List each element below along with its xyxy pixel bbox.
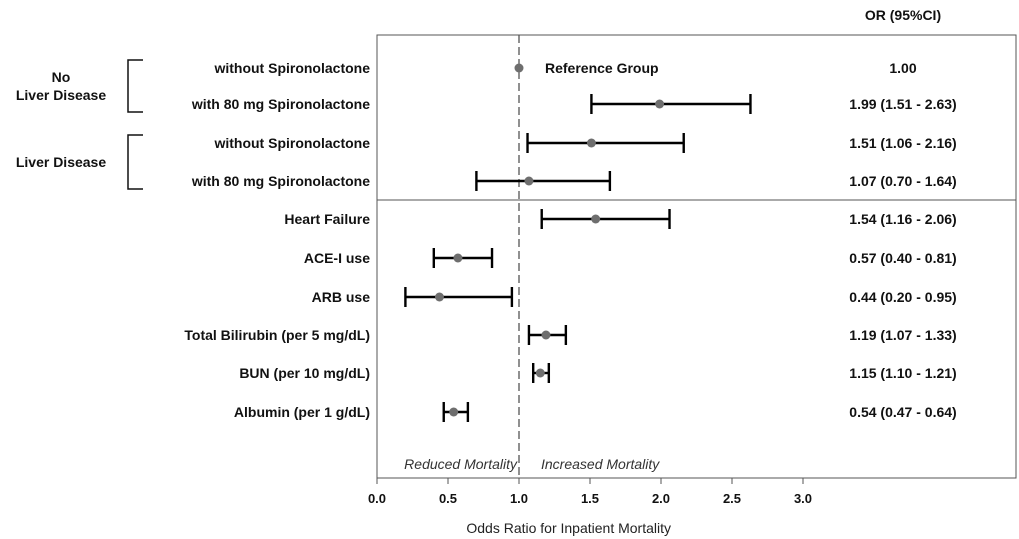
or-ci-text: 1.54 (1.16 - 2.06) (849, 211, 956, 227)
reduced-mortality-label: Reduced Mortality (404, 456, 518, 472)
reference-group-label: Reference Group (545, 60, 659, 76)
or-point (524, 176, 534, 186)
x-tick-label: 1.0 (510, 491, 528, 506)
x-tick-label: 1.5 (581, 491, 599, 506)
group-bracket (127, 59, 143, 113)
group-label: No (52, 69, 71, 85)
or-point (591, 214, 601, 224)
or-point (655, 99, 665, 109)
x-tick-label: 3.0 (794, 491, 812, 506)
x-tick-label: 0.5 (439, 491, 457, 506)
plot-frame (376, 34, 1017, 479)
or-ci-text: 1.00 (889, 60, 916, 76)
x-axis-label: Odds Ratio for Inpatient Mortality (466, 520, 671, 536)
row-label: with 80 mg Spironolactone (191, 173, 370, 189)
row-label: Albumin (per 1 g/dL) (234, 404, 370, 420)
or-point (449, 407, 459, 417)
group-label: Liver Disease (16, 154, 106, 170)
row-label: without Spironolactone (213, 135, 370, 151)
or-ci-text: 1.99 (1.51 - 2.63) (849, 96, 956, 112)
group-bracket (127, 134, 143, 190)
row-label: BUN (per 10 mg/dL) (239, 365, 370, 381)
or-ci-text: 1.51 (1.06 - 2.16) (849, 135, 956, 151)
row-label: Total Bilirubin (per 5 mg/dL) (184, 327, 370, 343)
group-label: Liver Disease (16, 87, 106, 103)
or-point (453, 253, 463, 263)
or-point (434, 292, 444, 302)
row-label: ACE-I use (304, 250, 370, 266)
or-ci-text: 1.15 (1.10 - 1.21) (849, 365, 956, 381)
x-tick-label: 2.0 (652, 491, 670, 506)
increased-mortality-label: Increased Mortality (541, 456, 660, 472)
or-point (535, 368, 545, 378)
or-point (541, 330, 551, 340)
or-point (514, 63, 524, 73)
or-ci-text: 0.54 (0.47 - 0.64) (849, 404, 956, 420)
or-ci-text: 1.19 (1.07 - 1.33) (849, 327, 956, 343)
row-label: without Spironolactone (213, 60, 370, 76)
ci-column-header: OR (95%CI) (865, 7, 941, 23)
or-ci-text: 1.07 (0.70 - 1.64) (849, 173, 956, 189)
or-point (586, 138, 596, 148)
or-ci-text: 0.44 (0.20 - 0.95) (849, 289, 956, 305)
x-tick-label: 0.0 (368, 491, 386, 506)
or-ci-text: 0.57 (0.40 - 0.81) (849, 250, 956, 266)
row-label: with 80 mg Spironolactone (191, 96, 370, 112)
row-label: ARB use (312, 289, 371, 305)
row-label: Heart Failure (284, 211, 370, 227)
x-tick-label: 2.5 (723, 491, 741, 506)
